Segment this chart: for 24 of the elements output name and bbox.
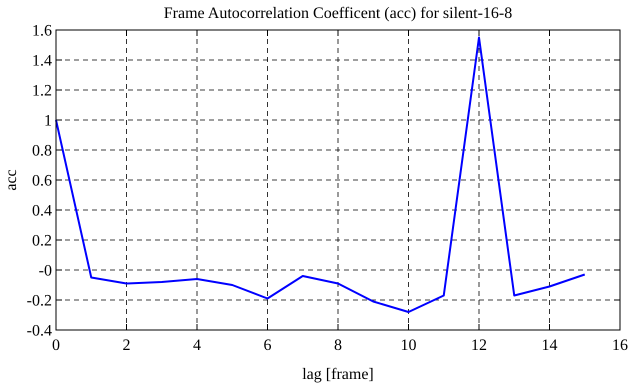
y-tick-label: 0.4 xyxy=(32,202,52,220)
x-tick-label: 2 xyxy=(122,337,130,354)
y-tick-label: 0.2 xyxy=(32,232,52,250)
y-tick-label: 0.6 xyxy=(32,172,52,190)
x-tick-label: 16 xyxy=(612,337,628,354)
y-tick-label: 1.2 xyxy=(32,82,52,100)
x-tick-label: 14 xyxy=(542,337,558,354)
x-tick-label: 6 xyxy=(264,337,272,354)
line-series xyxy=(55,36,586,313)
x-tick-label: 4 xyxy=(193,337,201,354)
x-tick-label: 8 xyxy=(334,337,342,354)
x-tick-label: 12 xyxy=(471,337,487,354)
y-tick-label: -0 xyxy=(38,262,52,280)
chart-title: Frame Autocorrelation Coefficent (acc) for silent-16-8 xyxy=(164,5,512,22)
y-axis-title: acc xyxy=(3,169,20,191)
y-tick-label: 1.6 xyxy=(32,22,52,40)
y-tick-label: -0.4 xyxy=(26,322,52,340)
y-tick-label: -0.2 xyxy=(26,292,52,310)
x-tick-label: 10 xyxy=(400,337,416,354)
x-axis-title: lag [frame] xyxy=(302,366,374,383)
y-tick-label: 1.4 xyxy=(32,52,52,70)
y-tick-label: 0.8 xyxy=(32,142,52,160)
x-tick-label: 0 xyxy=(52,337,60,354)
y-tick-label: 1 xyxy=(44,112,52,130)
